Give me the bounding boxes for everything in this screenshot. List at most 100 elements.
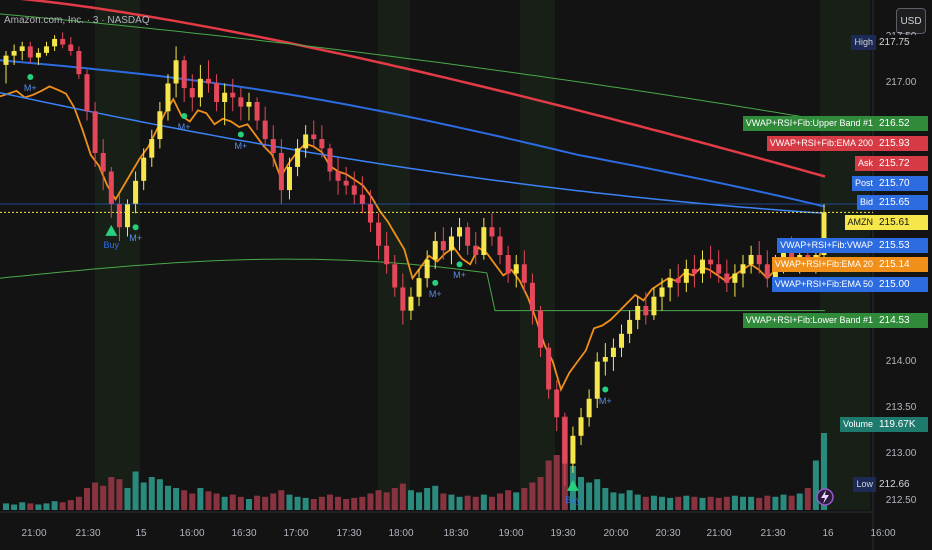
candle bbox=[246, 102, 252, 107]
mplus-label: M+ bbox=[234, 140, 248, 151]
candle bbox=[667, 278, 673, 288]
candle bbox=[457, 227, 463, 237]
candle bbox=[594, 361, 600, 399]
session-highlight-1 bbox=[378, 0, 410, 510]
session-highlight-2 bbox=[520, 0, 555, 510]
volume-bar bbox=[148, 477, 155, 510]
volume-bar bbox=[254, 495, 261, 510]
candle bbox=[116, 204, 122, 228]
candle bbox=[546, 347, 552, 390]
volume-bar bbox=[140, 482, 147, 510]
volume-bar bbox=[302, 497, 309, 510]
y-tick: 213.50 bbox=[885, 402, 917, 413]
candle bbox=[35, 52, 41, 58]
candle bbox=[230, 92, 236, 98]
vwap-line bbox=[0, 59, 826, 208]
y-tick: 214.00 bbox=[885, 355, 917, 367]
volume-bar bbox=[642, 496, 649, 510]
candle bbox=[505, 255, 511, 274]
price-label-name: VWAP+RSI+Fib:VWAP bbox=[777, 238, 876, 253]
volume-bar bbox=[667, 497, 674, 510]
price-label-name: VWAP+RSI+Fib:EMA 50 bbox=[771, 277, 876, 292]
candle bbox=[205, 78, 211, 84]
candle bbox=[254, 102, 260, 121]
signal-dot bbox=[456, 261, 463, 268]
signal-dot bbox=[132, 224, 139, 231]
candle bbox=[173, 60, 179, 84]
candle bbox=[602, 357, 608, 362]
candle bbox=[570, 435, 576, 464]
candle bbox=[3, 55, 9, 65]
volume-bar bbox=[497, 493, 504, 510]
y-tick: 217.00 bbox=[885, 77, 917, 89]
candle bbox=[319, 139, 325, 149]
volume-bar bbox=[594, 479, 601, 510]
x-tick: 18:30 bbox=[443, 528, 469, 539]
candle bbox=[27, 46, 33, 58]
candle bbox=[554, 389, 560, 418]
candle bbox=[68, 44, 74, 51]
price-label-name: Volume bbox=[839, 417, 876, 432]
x-tick: 19:00 bbox=[498, 528, 524, 539]
candle bbox=[578, 417, 584, 436]
volume-bar bbox=[788, 495, 795, 510]
volume-bar bbox=[399, 483, 406, 510]
volume-bar bbox=[189, 493, 196, 510]
candle bbox=[92, 111, 98, 153]
x-tick: 21:30 bbox=[75, 528, 101, 539]
session-highlight-3 bbox=[820, 0, 870, 510]
price-label-value: 214.53 bbox=[876, 313, 928, 328]
price-label-value: 215.72 bbox=[876, 156, 928, 171]
volume-bar bbox=[659, 496, 666, 510]
volume-bar bbox=[213, 493, 220, 510]
candle bbox=[619, 333, 625, 348]
volume-bar bbox=[83, 488, 90, 510]
candle bbox=[700, 259, 706, 274]
price-label-name: Bid bbox=[856, 195, 876, 210]
candle bbox=[756, 255, 762, 265]
candle bbox=[52, 38, 58, 47]
volume-bar bbox=[197, 488, 204, 510]
volume-bar bbox=[545, 460, 552, 510]
volume-bar bbox=[634, 494, 641, 510]
candle bbox=[392, 264, 398, 288]
x-tick: 21:00 bbox=[706, 528, 732, 539]
volume-bar bbox=[262, 496, 269, 510]
volume-bar bbox=[19, 502, 26, 510]
y-tick: 212.50 bbox=[885, 494, 917, 506]
volume-bar bbox=[3, 503, 9, 510]
volume-bar bbox=[43, 503, 50, 510]
x-tick: 16 bbox=[822, 528, 834, 539]
buy-arrow bbox=[566, 479, 579, 491]
candle bbox=[270, 139, 276, 153]
volume-bar bbox=[456, 496, 463, 510]
volume-bar bbox=[521, 488, 528, 510]
volume-bar bbox=[375, 490, 382, 510]
signal-dot bbox=[27, 74, 34, 81]
price-label-value: 215.61 bbox=[876, 215, 928, 230]
volume-bar bbox=[229, 494, 236, 510]
candle bbox=[262, 120, 268, 140]
volume-bar bbox=[205, 491, 212, 510]
volume-bar bbox=[367, 493, 374, 510]
price-label-name: Ask bbox=[854, 156, 876, 171]
volume-bar bbox=[602, 488, 609, 510]
candle bbox=[740, 264, 746, 274]
price-label-name: VWAP+RSI+Fib:Upper Band #1 bbox=[742, 116, 876, 131]
volume-bar bbox=[59, 502, 66, 510]
mplus-label: M+ bbox=[598, 395, 612, 406]
volume-bar bbox=[748, 496, 755, 510]
candle bbox=[708, 259, 714, 265]
volume-bar bbox=[181, 490, 188, 510]
volume-bar bbox=[780, 494, 787, 510]
x-tick: 16:30 bbox=[231, 528, 257, 539]
volume-bar bbox=[553, 455, 560, 510]
price-label-name: VWAP+RSI+Fib:EMA 20 bbox=[771, 257, 876, 272]
candle bbox=[748, 255, 754, 265]
candle bbox=[432, 241, 438, 260]
volume-bar bbox=[513, 492, 520, 510]
candle bbox=[60, 38, 66, 45]
volume-bar bbox=[723, 496, 730, 510]
currency-button[interactable]: USD bbox=[896, 8, 926, 34]
